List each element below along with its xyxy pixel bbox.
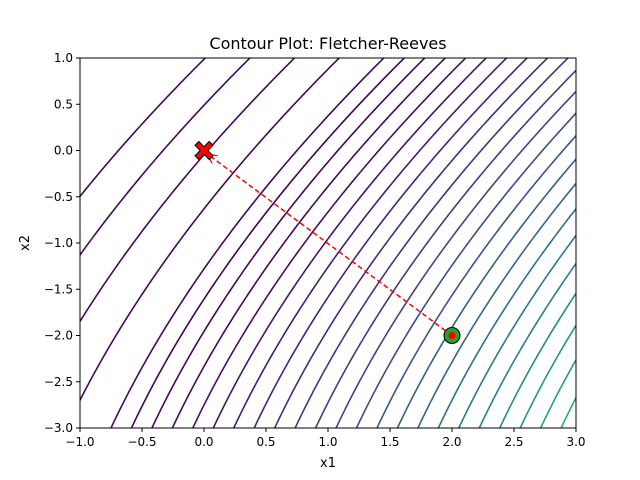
x-tick-label: −1.0 [65,435,94,449]
x-tick-label: 3.0 [566,435,585,449]
y-axis-ticks: 1.0 0.5 0.0 −0.5 −1.0 −1.5 −2.0 −2.5 −3.0 [44,51,80,435]
optimizer-path-layer [194,140,461,344]
contour-line [437,207,576,428]
x-axis-label: x1 [320,456,336,471]
contour-line [560,395,576,428]
contour-line [457,234,576,428]
end-point-marker [194,140,214,161]
x-tick-label: 2.0 [442,435,461,449]
contour-line [539,358,576,428]
contour-line [590,30,640,456]
y-tick-label: 1.0 [54,51,73,65]
y-tick-label: −1.0 [44,236,73,250]
contour-line [631,30,640,456]
y-tick-label: −2.5 [44,375,73,389]
x-tick-label: 1.5 [380,435,399,449]
contour-line [417,182,576,428]
chart-title: Contour Plot: Fletcher-Reeves [209,34,446,53]
contour-line [253,58,529,428]
contour-line [110,58,385,428]
contour-line [80,58,341,402]
y-axis-label: x2 [18,235,33,251]
x-tick-label: −0.5 [127,435,156,449]
contour-line [191,58,467,428]
contour-line [273,58,549,428]
y-tick-label: −1.5 [44,282,73,296]
y-tick-label: 0.5 [54,97,73,111]
x-tick-label: 0.0 [194,435,213,449]
contour-line [80,58,296,323]
contour-line [314,69,576,428]
y-tick-label: −3.0 [44,421,73,435]
y-tick-label: −0.5 [44,190,73,204]
contour-line [151,58,426,428]
x-tick-label: 0.5 [256,435,275,449]
contour-line [212,58,488,428]
contour-line [294,58,570,428]
y-tick-label: −2.0 [44,329,73,343]
contour-line [376,134,576,428]
contour-line [335,90,576,428]
contour-line [130,58,406,428]
contour-line [498,291,576,428]
contour-line [610,30,640,456]
optimizer-path-line [208,155,453,337]
contour-line [569,30,640,456]
contour-line [171,58,447,428]
contour-line [519,323,576,428]
contour-lines [80,30,640,456]
contour-line [478,262,576,428]
contour-line [396,157,576,428]
path-point-marker [448,332,456,339]
x-axis-ticks: −1.0 −0.5 0.0 0.5 1.0 1.5 2.0 2.5 3.0 [65,428,586,449]
contour-line [232,58,508,428]
x-tick-label: 1.0 [318,435,337,449]
contour-line [80,58,252,257]
contour-line [355,112,576,428]
y-tick-label: 0.0 [54,144,73,158]
contour-line [80,58,207,198]
x-tick-label: 2.5 [504,435,523,449]
